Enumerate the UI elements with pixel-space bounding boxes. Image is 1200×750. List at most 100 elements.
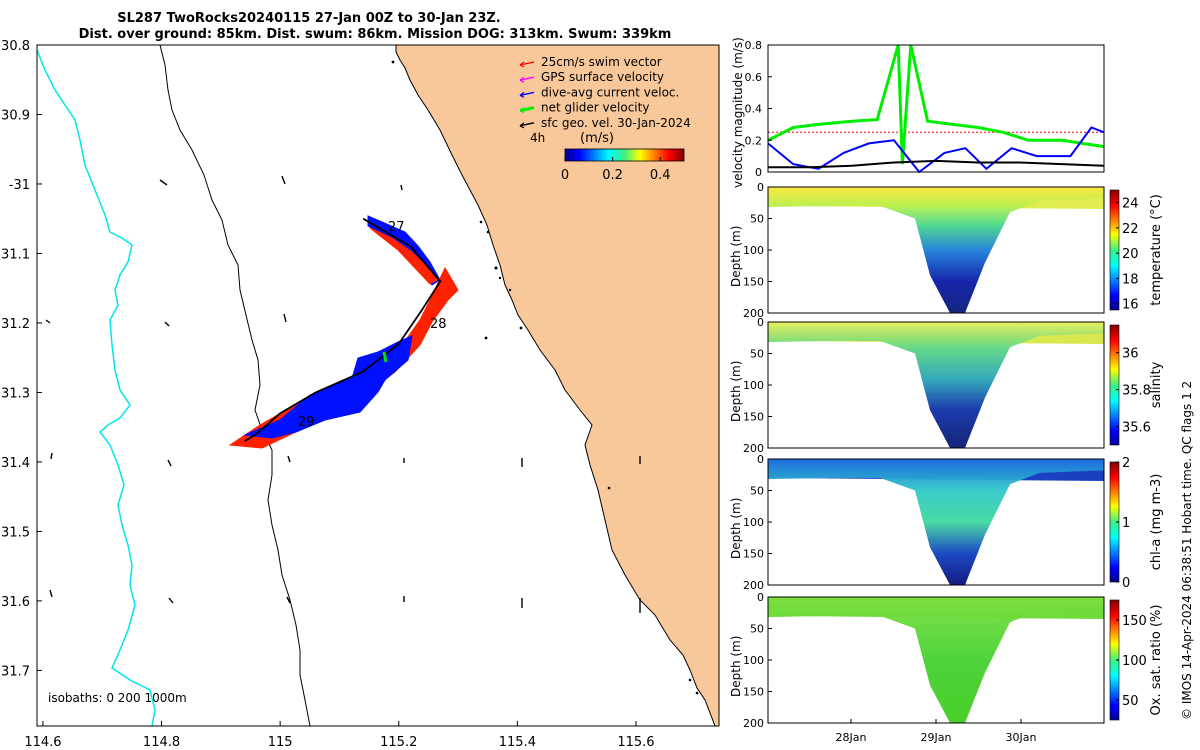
imos-credit: © IMOS 14-Apr-2024 06:38:51 Hobart time.… xyxy=(1180,380,1194,720)
section-colorbar xyxy=(1109,324,1120,446)
velocity-y-tick-label: 0.4 xyxy=(745,103,763,116)
colorbar-tick-label: 16 xyxy=(1122,298,1139,313)
colorbar-label: Ox. sat. ratio (%) xyxy=(1149,605,1164,716)
legend-item: dive-avg current veloc. xyxy=(519,85,679,99)
land-area xyxy=(395,44,720,727)
section-y-tick-label: 50 xyxy=(750,623,764,636)
map-y-tick-label: 31.6 xyxy=(1,595,30,610)
section-x-tick-label: 28Jan xyxy=(836,731,867,744)
map-y-tick-label: 31.1 xyxy=(1,247,30,262)
velocity-y-tick-label: 0.2 xyxy=(745,134,763,147)
section-ylabel: Depth (m) xyxy=(729,226,743,287)
colorbar-tick-label: 35.6 xyxy=(1122,421,1151,436)
section-profile-data xyxy=(768,597,1104,723)
isobaths-label: isobaths: 0 200 1000m xyxy=(48,691,187,705)
legend-arrowhead xyxy=(519,61,525,68)
section-y-tick-label: 200 xyxy=(743,307,764,320)
section-y-tick-label: 150 xyxy=(743,411,764,424)
swim-vectors-red-north xyxy=(369,227,438,285)
velocity-y-tick-label: 0 xyxy=(755,166,762,179)
legend-item: 25cm/s swim vector xyxy=(519,55,662,69)
section-profile-data xyxy=(768,459,1104,585)
map-y-tick-label: 31.5 xyxy=(1,525,30,540)
colorbar-tick-label: 0 xyxy=(1122,576,1130,591)
section-y-tick-label: 100 xyxy=(743,654,764,667)
title-line-2: Dist. over ground: 85km. Dist. swum: 86k… xyxy=(78,27,672,42)
speed-colorbar xyxy=(564,148,685,162)
map-y-tick-label: 30.8 xyxy=(1,39,30,54)
section-y-tick-label: 100 xyxy=(743,516,764,529)
velocity-panel: 0 0.2 0.4 0.6 0.8 velocity magnitude (m/s) xyxy=(731,37,1105,188)
section-profile-data xyxy=(768,322,1104,448)
legend-swatch xyxy=(519,106,535,113)
section-x-ticks: 28Jan 29Jan 30Jan xyxy=(836,719,1037,744)
net-velocity-marker xyxy=(382,351,388,363)
legend-label: sfc geo. vel. 30-Jan-2024 xyxy=(541,116,691,130)
colorbar-tick-label: 20 xyxy=(1122,247,1139,262)
colorbar-tick-label: 0 xyxy=(561,168,569,183)
velocity-axes-background xyxy=(768,45,1104,172)
section-x-tick-label: 30Jan xyxy=(1006,731,1037,744)
section-y-tick-label: 0 xyxy=(757,316,764,329)
map-x-tick-label: 115.2 xyxy=(380,735,417,750)
map-y-tick-label: 31.3 xyxy=(1,386,30,401)
section-y-tick-label: 100 xyxy=(743,244,764,257)
legend-swatch xyxy=(519,122,535,127)
colorbar-label: salinity xyxy=(1149,361,1164,408)
colorbar-label: chl-a (mg m-3) xyxy=(1149,474,1164,571)
map-axes-frame xyxy=(36,44,720,727)
isobath-0m xyxy=(36,49,156,727)
isobath-200m xyxy=(159,44,311,727)
legend-swatch xyxy=(519,91,535,97)
map-y-tick-label: 31.7 xyxy=(1,664,30,679)
colorbar-tick-label: 50 xyxy=(1122,694,1139,709)
section-y-tick-label: 50 xyxy=(750,348,764,361)
temperature-section-panel: 0 50 100 150 200 Depth (m) 16 18 20 22 24 temperatu… xyxy=(729,181,1164,320)
map-y-tick-label: -31 xyxy=(9,178,30,193)
section-y-tick-label: 50 xyxy=(750,485,764,498)
velocity-series-line xyxy=(767,126,1105,174)
colorbar-tick-label: 35.8 xyxy=(1122,384,1151,399)
legend-item: GPS surface velocity xyxy=(519,70,664,84)
salinity-section-panel: 0 50 100 150 200 Depth (m) 35.6 35.8 36 salinity xyxy=(729,316,1164,455)
colorbar-tick-label: 150 xyxy=(1122,614,1147,629)
velocity-y-tick-label: 0.6 xyxy=(745,71,763,84)
section-y-tick-label: 200 xyxy=(743,442,764,455)
map-y-tick-label: 31.4 xyxy=(1,456,30,471)
section-profile-data xyxy=(768,187,1104,313)
velocity-series-line xyxy=(768,159,1105,169)
section-x-tick-label: 29Jan xyxy=(921,731,952,744)
legend-arrowhead xyxy=(519,76,525,83)
track-label-29: 29 xyxy=(298,415,315,430)
legend-swatch xyxy=(519,61,535,66)
section-ylabel: Depth (m) xyxy=(729,498,743,559)
map-x-tick-label: 114.6 xyxy=(24,735,61,750)
map-x-tick-label: 115 xyxy=(268,735,293,750)
colorbar-label: temperature (°C) xyxy=(1149,194,1164,306)
section-colorbar xyxy=(1109,189,1120,311)
colorbar-tick-label: 0.2 xyxy=(602,168,623,183)
section-y-tick-label: 50 xyxy=(750,213,764,226)
legend-swatch xyxy=(519,76,535,81)
title-line-1: SL287 TwoRocks20240115 27-Jan 00Z to 30-… xyxy=(117,11,501,26)
section-y-tick-label: 0 xyxy=(757,453,764,466)
colorbar-tick-label: 36 xyxy=(1122,347,1139,362)
track-label-27: 27 xyxy=(388,220,405,235)
legend-item: sfc geo. vel. 30-Jan-2024 xyxy=(519,116,691,130)
section-ylabel: Depth (m) xyxy=(729,636,743,697)
section-y-tick-label: 150 xyxy=(743,686,764,699)
colorbar-tick-label: 22 xyxy=(1122,222,1139,237)
legend-arrowhead xyxy=(519,122,525,129)
section-y-tick-label: 200 xyxy=(743,717,764,730)
map-x-ticks: 114.6 114.8 115 115.2 115.4 115.6 xyxy=(24,721,655,750)
section-y-tick-label: 0 xyxy=(757,181,764,194)
track-label-28: 28 xyxy=(430,317,447,332)
map-x-tick-label: 115.4 xyxy=(499,735,536,750)
colorbar-tick-label: 0.4 xyxy=(650,168,671,183)
section-ylabel: Depth (m) xyxy=(729,361,743,422)
colorbar-tick-label: 24 xyxy=(1122,197,1139,212)
velocity-ylabel: velocity magnitude (m/s) xyxy=(731,37,745,188)
legend-arrowhead xyxy=(519,91,525,98)
map-y-tick-label: 31.2 xyxy=(1,317,30,332)
